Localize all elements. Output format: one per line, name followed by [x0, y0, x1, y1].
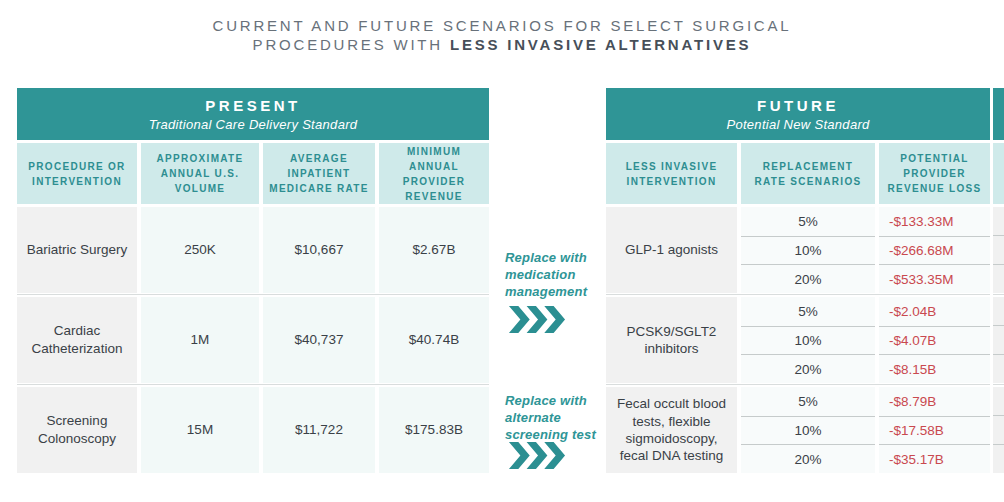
future-column-headers: LESS INVASIVE INTERVENTION REPLACEMENT R… — [606, 143, 990, 204]
revenue-loss-cell: -$533.35M — [879, 264, 990, 293]
rate-scenario-cell: 10% — [741, 236, 875, 265]
future-header-band: FUTURE Potential New Standard — [606, 88, 990, 140]
row-divider — [17, 293, 489, 297]
rate-scenario-cell: 5% — [741, 297, 875, 326]
annotation-replace-screening: Replace with alternate screening test — [505, 392, 613, 443]
scenario-row: 20% -$8.15B — [741, 354, 990, 383]
scenario-row: 10% -$17.58B — [741, 416, 990, 445]
table-row: Cardiac Catheterization 1M $40,737 $40.7… — [17, 297, 489, 383]
revenue-loss-cell: -$4.07B — [879, 326, 990, 355]
rate-scenario-cell: 10% — [741, 326, 875, 355]
table-row: Bariatric Surgery 250K $10,667 $2.67B — [17, 207, 489, 293]
revenue-cell: $2.67B — [379, 207, 489, 293]
row-divider — [606, 293, 990, 297]
column-header-provider-revenue: MINIMUM ANNUAL PROVIDER REVENUE — [379, 143, 489, 204]
future-table-subtitle: Potential New Standard — [726, 117, 869, 132]
triple-chevron-icon — [505, 442, 569, 473]
present-table-title: PRESENT — [205, 97, 300, 114]
volume-cell: 250K — [141, 207, 259, 293]
column-header-volume: APPROXIMATE ANNUAL U.S. VOLUME — [141, 143, 259, 204]
title-line-1: CURRENT AND FUTURE SCENARIOS FOR SELECT … — [0, 16, 1004, 35]
intervention-cell: Fecal occult blood tests, flexible sigmo… — [606, 387, 737, 473]
scenario-rows: 5% -$2.04B 10% -$4.07B 20% -$8.15B — [741, 297, 990, 383]
revenue-loss-cell: -$35.17B — [879, 444, 990, 473]
column-header-procedure: PROCEDURE OR INTERVENTION — [17, 143, 137, 204]
rate-scenario-cell: 20% — [741, 354, 875, 383]
scenario-row: 10% -$4.07B — [741, 326, 990, 355]
rate-cell: $40,737 — [263, 297, 375, 383]
revenue-cell: $175.83B — [379, 387, 489, 473]
title-line-2: PROCEDURES WITH LESS INVASIVE ALTERNATIV… — [0, 35, 1004, 54]
scenario-row: 20% -$533.35M — [741, 264, 990, 293]
scenario-row: 5% -$133.33M — [741, 207, 990, 236]
intervention-cell: GLP-1 agonists — [606, 207, 737, 293]
row-divider — [606, 383, 990, 387]
table-row: Screening Colonoscopy 15M $11,722 $175.8… — [17, 387, 489, 473]
table-row-group: GLP-1 agonists 5% -$133.33M 10% -$266.68… — [606, 207, 990, 293]
row-divider — [17, 383, 489, 387]
column-header-less-invasive: LESS INVASIVE INTERVENTION — [606, 143, 737, 204]
intervention-cell: PCSK9/SGLT2 inhibitors — [606, 297, 737, 383]
rate-scenario-cell: 10% — [741, 416, 875, 445]
triple-chevron-icon — [505, 306, 569, 337]
column-header-replacement-rate: REPLACEMENT RATE SCENARIOS — [741, 143, 875, 204]
cropped-column-sliver — [993, 88, 1004, 473]
rate-scenario-cell: 20% — [741, 264, 875, 293]
annotation-replace-medication: Replace with medication management — [505, 249, 605, 300]
revenue-loss-cell: -$133.33M — [879, 207, 990, 236]
procedure-cell: Cardiac Catheterization — [17, 297, 137, 383]
revenue-cell: $40.74B — [379, 297, 489, 383]
scenario-row: 10% -$266.68M — [741, 236, 990, 265]
scenario-rows: 5% -$8.79B 10% -$17.58B 20% -$35.17B — [741, 387, 990, 473]
scenario-row: 5% -$8.79B — [741, 387, 990, 416]
present-header-band: PRESENT Traditional Care Delivery Standa… — [17, 88, 489, 140]
procedure-cell: Screening Colonoscopy — [17, 387, 137, 473]
revenue-loss-cell: -$266.68M — [879, 236, 990, 265]
scenario-row: 20% -$35.17B — [741, 444, 990, 473]
revenue-loss-cell: -$8.15B — [879, 354, 990, 383]
future-table-title: FUTURE — [757, 97, 839, 114]
procedure-cell: Bariatric Surgery — [17, 207, 137, 293]
column-header-medicare-rate: AVERAGE INPATIENT MEDICARE RATE — [263, 143, 375, 204]
present-column-headers: PROCEDURE OR INTERVENTION APPROXIMATE AN… — [17, 143, 489, 204]
revenue-loss-cell: -$8.79B — [879, 387, 990, 416]
title-emphasis: LESS INVASIVE ALTERNATIVES — [450, 36, 751, 53]
revenue-loss-cell: -$2.04B — [879, 297, 990, 326]
present-table-subtitle: Traditional Care Delivery Standard — [149, 117, 358, 132]
revenue-loss-cell: -$17.58B — [879, 416, 990, 445]
rate-cell: $10,667 — [263, 207, 375, 293]
table-row-group: Fecal occult blood tests, flexible sigmo… — [606, 387, 990, 473]
rate-cell: $11,722 — [263, 387, 375, 473]
future-table: FUTURE Potential New Standard LESS INVAS… — [606, 88, 990, 473]
volume-cell: 1M — [141, 297, 259, 383]
scenario-rows: 5% -$133.33M 10% -$266.68M 20% -$533.35M — [741, 207, 990, 293]
scenario-row: 5% -$2.04B — [741, 297, 990, 326]
table-row-group: PCSK9/SGLT2 inhibitors 5% -$2.04B 10% -$… — [606, 297, 990, 383]
rate-scenario-cell: 20% — [741, 444, 875, 473]
column-header-revenue-loss: POTENTIAL PROVIDER REVENUE LOSS — [879, 143, 990, 204]
rate-scenario-cell: 5% — [741, 387, 875, 416]
present-table: PRESENT Traditional Care Delivery Standa… — [17, 88, 489, 473]
rate-scenario-cell: 5% — [741, 207, 875, 236]
page-title: CURRENT AND FUTURE SCENARIOS FOR SELECT … — [0, 16, 1004, 54]
volume-cell: 15M — [141, 387, 259, 473]
